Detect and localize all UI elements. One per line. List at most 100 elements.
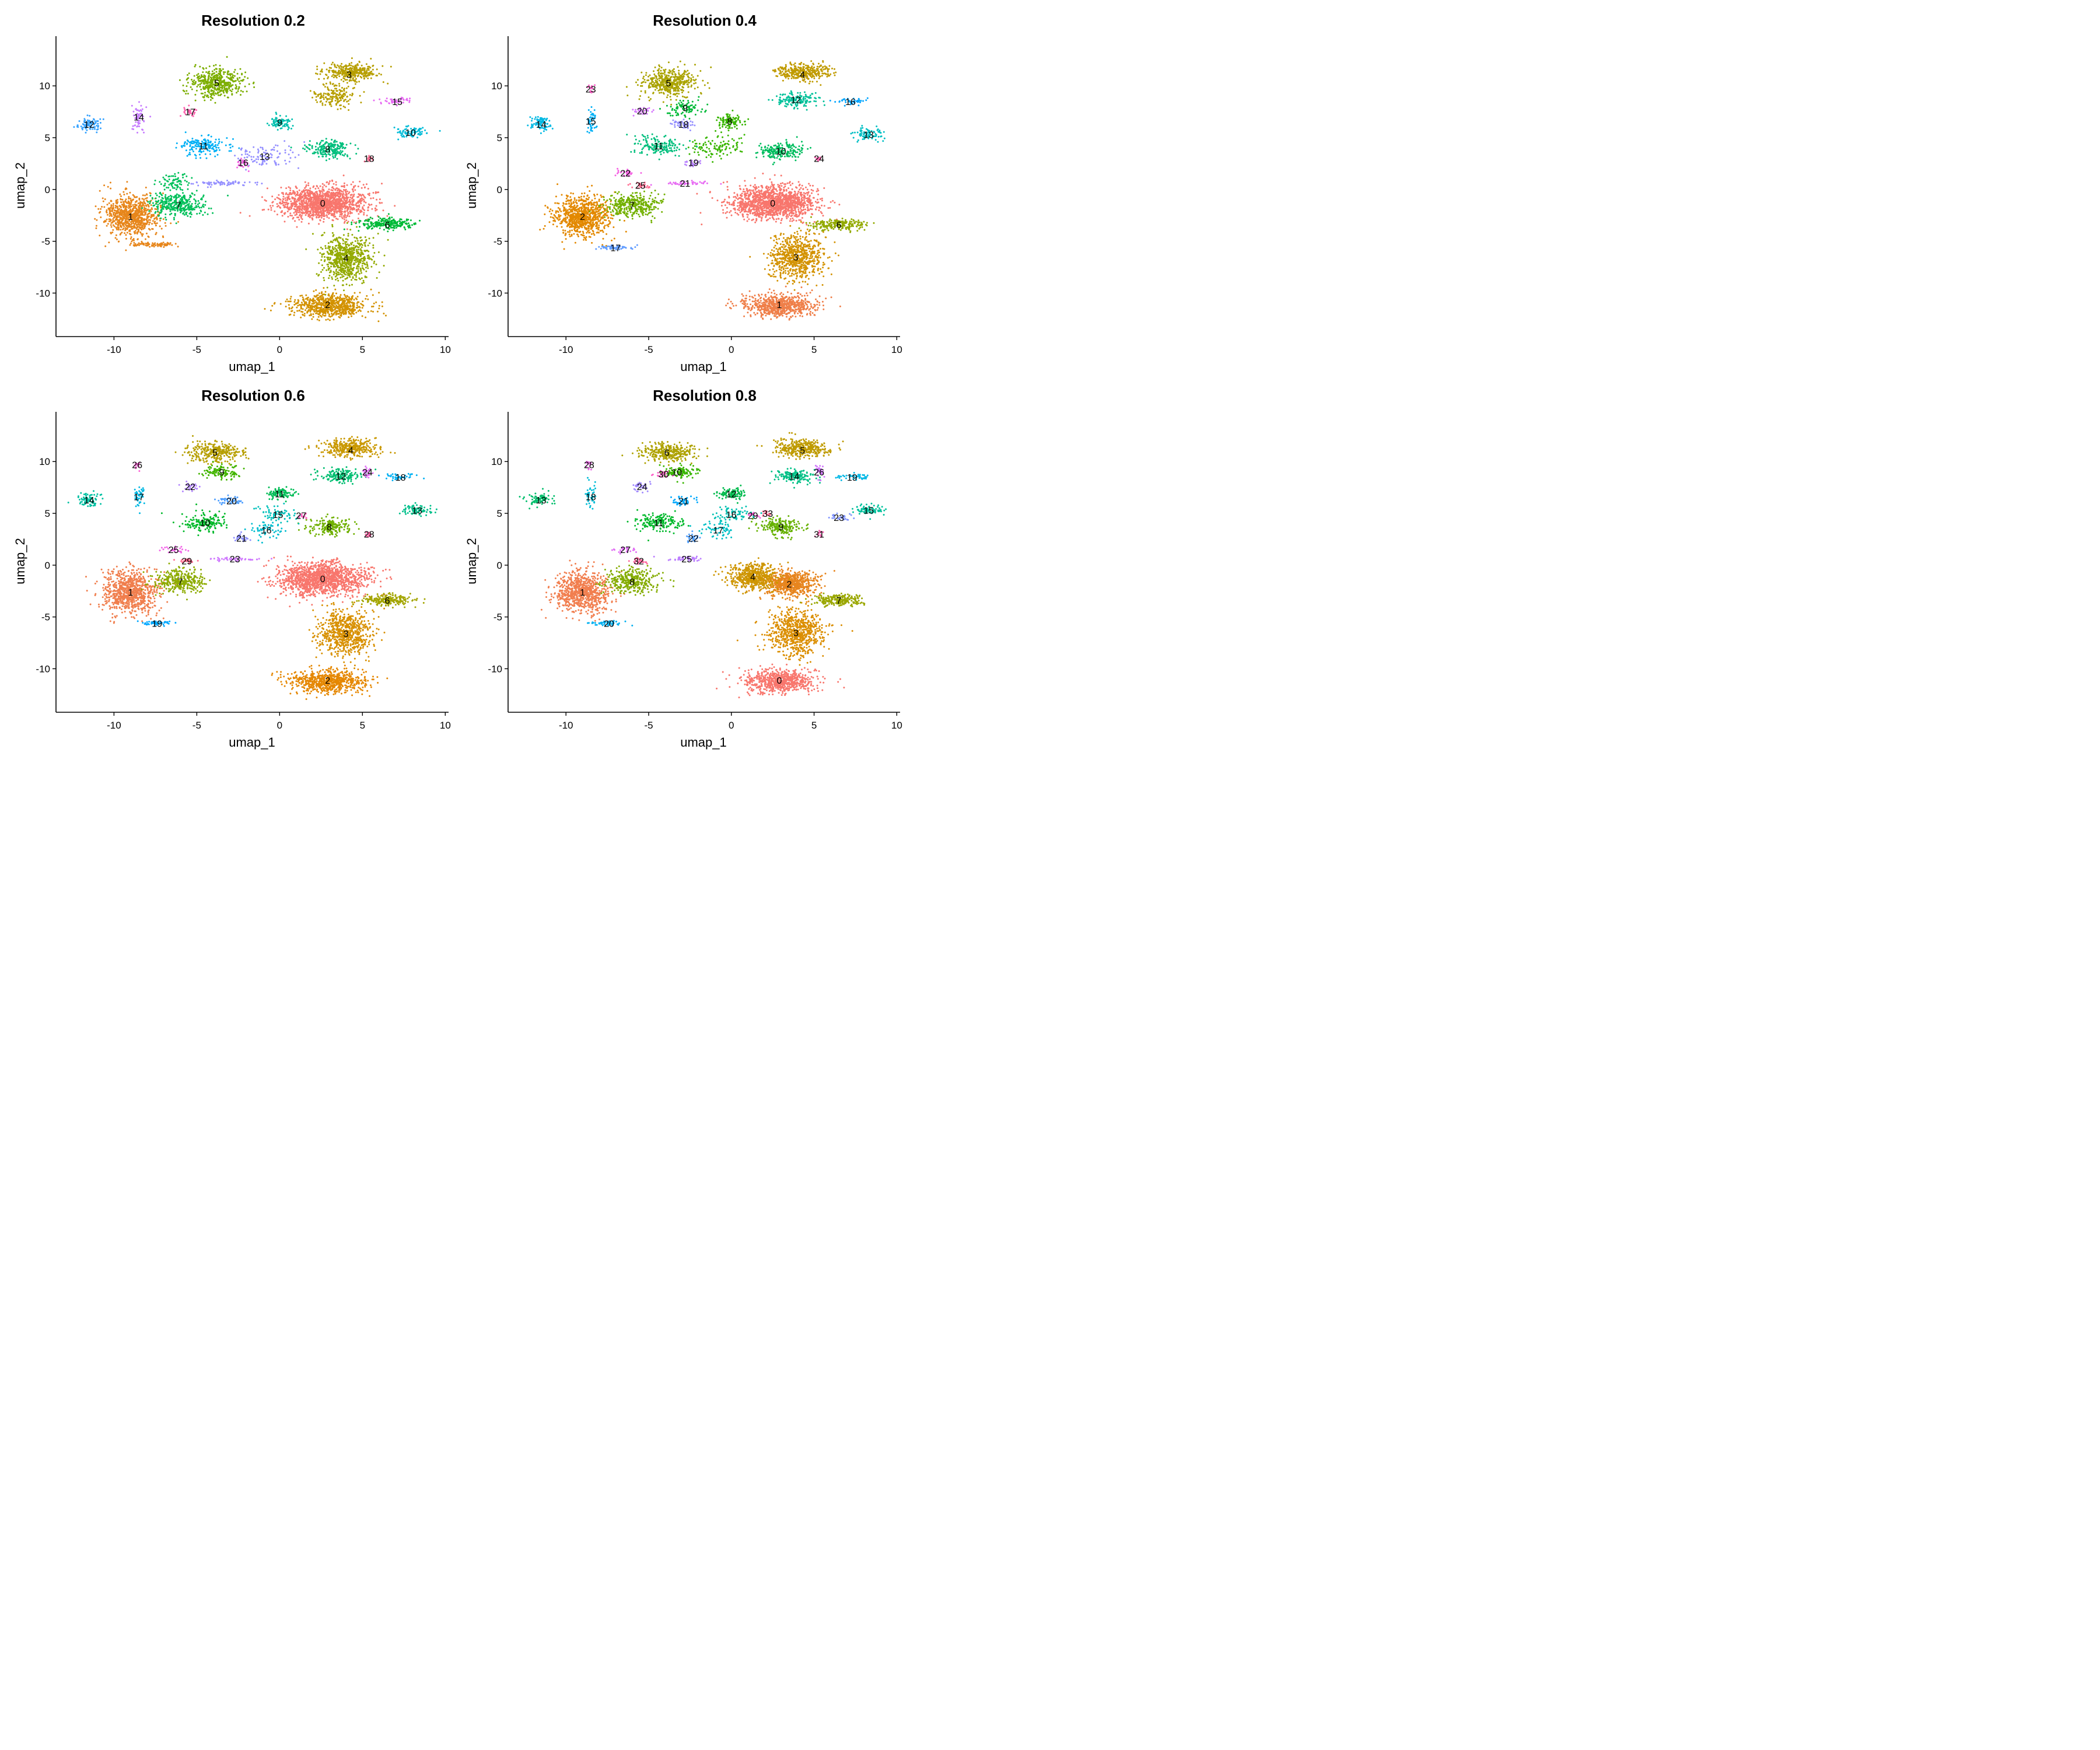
cell-point <box>302 308 304 310</box>
cell-point <box>99 235 101 237</box>
cell-point <box>285 201 288 204</box>
cell-point <box>321 192 324 194</box>
cell-point <box>379 198 381 201</box>
cell-point <box>286 298 288 300</box>
cell-point <box>109 181 111 184</box>
cell-point <box>130 197 132 200</box>
cell-point <box>360 277 363 279</box>
cell-point <box>337 64 339 66</box>
cell-point <box>349 211 352 214</box>
cell-point <box>141 235 144 237</box>
cell-point <box>342 265 345 267</box>
cell-point <box>356 72 358 74</box>
cell-point <box>261 196 263 198</box>
cell-point <box>399 220 401 223</box>
cell-point <box>137 223 139 226</box>
cell-point <box>331 179 333 181</box>
cell-point <box>337 198 339 200</box>
cell-point <box>121 204 123 206</box>
cell-point <box>284 204 286 206</box>
cell-point <box>313 295 316 297</box>
cell-point <box>284 220 286 223</box>
cell-point <box>365 316 367 318</box>
cell-point <box>375 222 377 225</box>
cell-point <box>146 215 148 218</box>
cell-point <box>330 105 332 107</box>
cell-point <box>382 81 384 83</box>
cell-point <box>107 207 110 209</box>
cell-point <box>199 83 201 85</box>
cell-point <box>312 298 314 300</box>
cell-point <box>354 185 356 187</box>
cell-point <box>133 242 135 244</box>
cell-point <box>94 205 97 208</box>
cell-point <box>287 197 289 199</box>
cell-point <box>312 233 314 235</box>
cell-point <box>332 239 335 242</box>
cell-point <box>346 309 349 311</box>
cell-point <box>195 89 198 92</box>
cell-point <box>321 253 323 256</box>
cell-point <box>132 239 135 242</box>
cell-point <box>304 309 306 312</box>
cell-point <box>235 84 237 86</box>
cell-point <box>309 195 311 197</box>
cell-point <box>317 214 320 216</box>
cell-point <box>353 68 355 70</box>
cell-point <box>334 238 336 240</box>
cell-point <box>214 69 216 71</box>
cell-point <box>219 83 222 86</box>
cell-point <box>319 101 321 103</box>
cell-point <box>289 214 292 216</box>
cell-point <box>232 88 234 90</box>
cell-point <box>330 211 332 212</box>
cell-point <box>344 293 346 296</box>
cell-point <box>117 210 119 212</box>
cell-point <box>393 227 396 229</box>
cell-point <box>227 96 229 99</box>
cell-point <box>337 257 340 260</box>
cell-point <box>365 270 368 272</box>
cell-point <box>359 310 362 312</box>
cell-point <box>338 208 341 210</box>
cell-point <box>165 219 167 221</box>
cell-point <box>355 202 358 205</box>
cell-point <box>369 216 372 219</box>
cell-point <box>345 216 347 219</box>
cell-point <box>311 191 313 193</box>
cell-point <box>348 316 350 318</box>
cell-point <box>136 213 139 215</box>
cell-point <box>333 285 335 287</box>
cell-point <box>362 260 364 262</box>
cell-point <box>378 292 380 294</box>
cell-point <box>327 206 330 209</box>
cell-point <box>293 191 296 194</box>
cell-point <box>341 69 343 71</box>
panel-title: Resolution 0.2 <box>201 12 305 29</box>
cell-point <box>113 212 115 214</box>
cell-point <box>340 314 341 316</box>
cell-point <box>358 69 360 71</box>
cell-point <box>153 214 155 216</box>
cell-point <box>142 194 144 197</box>
cell-point <box>364 275 366 278</box>
cell-point <box>139 201 142 203</box>
cell-point <box>324 256 326 258</box>
cell-point <box>419 219 421 222</box>
cell-point <box>112 208 114 210</box>
cell-point <box>355 78 357 80</box>
cell-point <box>316 211 318 212</box>
cell-point <box>334 210 336 212</box>
cell-point <box>346 246 348 249</box>
cell-point <box>336 212 338 214</box>
cell-point <box>289 198 291 200</box>
cell-point <box>316 73 318 75</box>
cell-point <box>352 189 354 191</box>
cell-point <box>320 246 322 249</box>
cell-point <box>312 199 314 201</box>
cell-point <box>318 292 320 295</box>
cell-point <box>202 87 205 89</box>
cell-point <box>341 212 343 215</box>
cell-point <box>343 186 345 188</box>
cell-point <box>351 261 353 263</box>
